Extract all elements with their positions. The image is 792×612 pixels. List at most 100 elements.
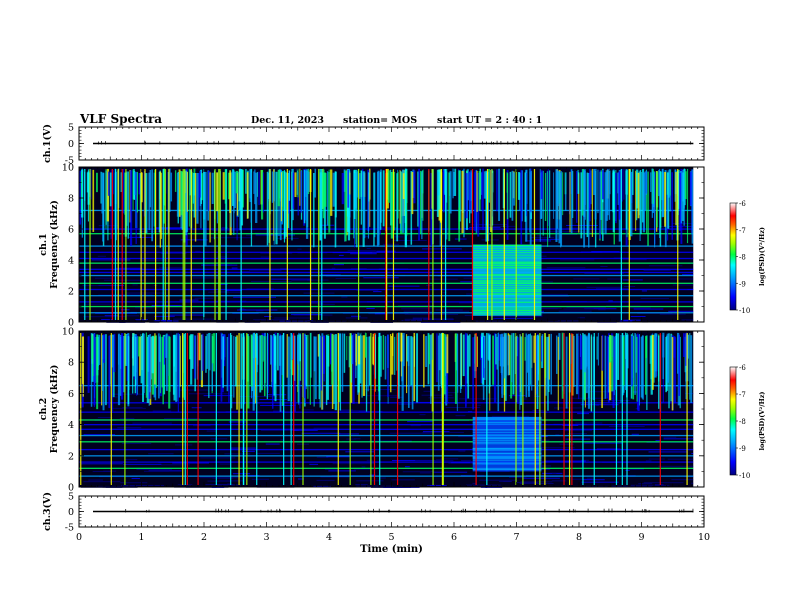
sferic-line [522,333,524,485]
sferic-hash [148,172,151,231]
noise-streak [356,289,379,291]
noise-streak [466,484,501,486]
sferic-hash [570,169,573,234]
sferic-hash [266,171,269,246]
noise-streak [631,433,639,435]
noise-streak [356,420,377,422]
sferic-hash [382,334,385,370]
burst-line [472,443,542,445]
burst-line [472,261,542,263]
noise-streak [178,389,209,391]
noise-streak [672,284,694,286]
sferic-hash [384,336,387,380]
sferic-line [162,169,164,320]
sferic-hash [145,173,148,234]
sferic-hash [452,168,454,199]
sferic-hash [677,169,680,210]
noise-streak [559,259,595,261]
noise-streak [448,462,490,464]
noise-streak [439,313,459,315]
sferic-hash [665,336,667,393]
sferic-hash [670,333,673,402]
colorbar-tick-label: -7 [739,391,746,399]
sferic-hash [287,336,290,402]
sferic-hash [377,170,380,245]
sferic-hash [158,333,160,399]
sferic-line [486,333,488,485]
sferic-hash [568,172,570,215]
tone-line [79,411,694,413]
noise-streak [641,290,648,292]
burst-line [472,442,542,444]
sferic-hash [109,335,112,385]
noise-streak [292,429,318,431]
noise-streak [324,468,339,470]
noise-streak [491,415,530,417]
sferic-hash [170,172,173,202]
sferic-hash [199,170,202,198]
sferic-hash [517,172,521,200]
burst-line [472,257,542,259]
sferic-hash [160,172,162,239]
sferic-hash [586,172,589,238]
sferic-hash [406,334,408,394]
sferic-hash [111,334,114,368]
sferic-hash [575,333,579,395]
noise-streak [509,476,527,478]
sferic-line [442,333,445,485]
noise-streak [470,224,492,226]
sferic-hash [662,335,664,380]
sferic-hash [641,335,644,399]
sferic-hash [277,332,279,371]
noise-streak [433,471,468,473]
noise-streak [218,244,229,246]
y-tick-label: 5 [68,492,74,503]
noise-streak [663,436,677,438]
sferic-hash [609,168,611,195]
sferic-hash [531,335,533,391]
sferic-hash [632,169,634,195]
sferic-line [349,333,351,485]
sferic-hash [209,332,211,371]
noise-streak [630,484,670,486]
burst-line [472,422,542,424]
sferic-hash [346,171,348,217]
noise-streak [355,484,368,486]
noise-streak [655,440,661,442]
sferic-line [225,169,227,320]
sferic-hash [679,171,683,224]
noise-streak [503,316,543,318]
noise-streak [103,470,117,472]
sferic-hash [374,172,376,238]
sferic-hash [425,335,428,367]
noise-streak [622,259,647,261]
sferic-hash [390,171,394,239]
sferic-hash [419,170,422,234]
noise-streak [203,395,233,397]
sferic-hash [636,172,638,221]
sferic-hash [590,170,592,205]
sferic-hash [102,173,105,242]
noise-streak [555,434,560,436]
noise-streak [350,253,377,255]
sferic-hash [102,335,105,411]
burst-line [472,418,542,420]
burst-line [472,298,542,300]
sferic-hash [348,336,351,368]
y-tick-label: 4 [68,420,74,431]
sferic-hash [667,172,670,229]
noise-streak [91,259,131,261]
noise-streak [346,438,357,440]
sferic-hash [236,173,239,216]
sferic-line [155,169,157,320]
noise-streak [199,477,241,479]
sferic-hash [530,168,532,213]
burst-line [472,468,542,470]
noise-streak [94,277,113,279]
sferic-line [620,169,622,320]
noise-streak [233,296,276,298]
burst-line [472,252,542,254]
sferic-hash [191,334,194,369]
sferic-hash [279,169,282,241]
noise-streak [423,390,431,392]
